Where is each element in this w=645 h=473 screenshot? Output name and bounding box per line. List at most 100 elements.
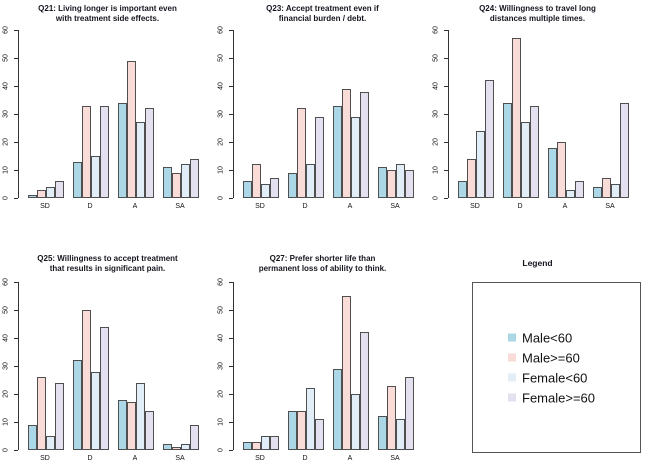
legend-item: Female>=60: [508, 390, 595, 405]
y-tick: [14, 170, 18, 171]
bar-group-sd: [28, 377, 64, 450]
chart-3: Q24: Willingness to travel long distances…: [430, 0, 645, 236]
bar: [136, 122, 145, 198]
legend-swatch: [508, 373, 516, 382]
bar-group-a: [118, 382, 154, 450]
y-tick: [444, 114, 448, 115]
legend-swatch: [508, 333, 516, 342]
bar: [342, 296, 351, 450]
bar: [28, 195, 37, 198]
plot-area: 0 10 20 30 40 50 60: [218, 26, 421, 200]
y-tick-label: 30: [432, 110, 440, 118]
y-tick-label: 0: [217, 196, 225, 200]
bars-row: [449, 30, 636, 198]
y-tick: [14, 450, 18, 451]
chart-title-line: Q25: Willingness to accept treatment: [37, 254, 178, 263]
bar-group-sa: [163, 424, 199, 450]
bar-group-sd: [28, 181, 64, 198]
y-tick-label: 10: [432, 166, 440, 174]
y-tick: [14, 310, 18, 311]
legend-item: Female<60: [508, 370, 595, 385]
y-tick: [444, 198, 448, 199]
bar: [118, 399, 127, 450]
y-tick-label: 30: [217, 110, 225, 118]
chart-title-line: Q23: Accept treatment even if: [266, 4, 379, 13]
y-tick: [229, 394, 233, 395]
y-tick: [444, 58, 448, 59]
bar-group-d: [503, 38, 539, 198]
bar: [261, 436, 270, 450]
bar: [557, 142, 566, 198]
bar: [163, 444, 172, 450]
y-tick-label: 40: [432, 82, 440, 90]
bar: [530, 105, 539, 198]
bar-group-d: [288, 388, 324, 450]
y-tick: [14, 114, 18, 115]
y-tick: [444, 170, 448, 171]
bar: [100, 326, 109, 450]
y-tick: [229, 170, 233, 171]
y-tick: [229, 30, 233, 31]
bar: [342, 88, 351, 198]
bar: [351, 116, 360, 198]
bar: [37, 377, 46, 450]
y-tick-label: 60: [217, 26, 225, 34]
legend-panel: Legend Male<60 Male>=60 Female<60 Female>=6…: [430, 236, 645, 473]
bar: [315, 116, 324, 198]
y-tick-label: 50: [217, 306, 225, 314]
bar: [91, 371, 100, 450]
bar: [190, 424, 199, 450]
bar-group-a: [118, 60, 154, 198]
y-tick-label: 60: [2, 278, 10, 286]
x-axis-label: SD: [255, 203, 265, 210]
y-tick-label: 60: [432, 26, 440, 34]
bar: [333, 105, 342, 198]
y-tick-label: 50: [2, 306, 10, 314]
legend-swatch: [508, 393, 516, 402]
x-axis-label: D: [302, 203, 308, 210]
bar: [288, 172, 297, 198]
bar: [91, 156, 100, 198]
plot-area: 0 10 20 30 40 50 60: [3, 26, 206, 200]
x-axis-label: SA: [605, 203, 615, 210]
bar: [458, 181, 467, 198]
bar: [145, 108, 154, 198]
bar: [503, 102, 512, 198]
y-tick: [229, 58, 233, 59]
chart-title-line: Q24: Willingness to travel long: [479, 4, 596, 13]
y-tick-label: 10: [217, 418, 225, 426]
y-tick: [14, 338, 18, 339]
x-axis-label: A: [562, 203, 568, 210]
y-tick: [229, 114, 233, 115]
bar: [127, 60, 136, 198]
bar: [252, 441, 261, 450]
bar: [172, 447, 181, 450]
bar: [387, 170, 396, 198]
bar: [288, 410, 297, 450]
chart-title-line: permanent loss of ability to think.: [258, 264, 387, 274]
y-tick: [229, 338, 233, 339]
x-axis-label: A: [347, 203, 353, 210]
y-tick-label: 10: [2, 166, 10, 174]
y-tick: [229, 198, 233, 199]
plot-area: 0 10 20 30 40 50 60: [3, 278, 206, 452]
y-tick-label: 40: [2, 82, 10, 90]
y-tick: [444, 142, 448, 143]
bar: [82, 105, 91, 198]
bar: [378, 416, 387, 450]
bar: [396, 164, 405, 198]
bar: [100, 105, 109, 198]
y-tick-label: 0: [432, 196, 440, 200]
chart-5: Q27: Prefer shorter life than permanent l…: [215, 236, 430, 473]
y-tick: [229, 450, 233, 451]
y-tick-label: 0: [2, 448, 10, 452]
bar-group-a: [548, 142, 584, 198]
bar: [575, 181, 584, 198]
chart-title-line: distances multiple times.: [489, 14, 586, 24]
bars-row: [234, 282, 421, 450]
x-axis-label: A: [132, 203, 138, 210]
legend-items: Male<60 Male>=60 Female<60 Female>=60: [508, 330, 595, 405]
bar: [82, 310, 91, 450]
x-axis-label: D: [302, 455, 308, 462]
y-tick-label: 0: [217, 448, 225, 452]
